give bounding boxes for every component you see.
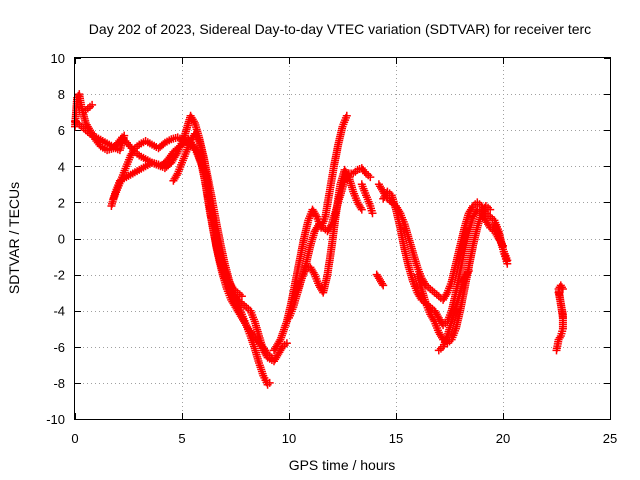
series-seg-g: [270, 111, 351, 355]
y-tick-label: -4: [53, 304, 65, 319]
data-point: [120, 131, 129, 140]
data-point: [172, 149, 181, 158]
data-point: [463, 268, 472, 277]
data-point: [442, 290, 451, 299]
series-seg-f: [169, 129, 246, 301]
data-point: [88, 100, 97, 109]
y-tick-label: 0: [58, 232, 65, 247]
data-point: [379, 281, 388, 290]
data-point: [486, 205, 495, 214]
series-seg-c: [81, 100, 97, 115]
y-tick-label: 8: [58, 87, 65, 102]
y-tick-label: 10: [51, 51, 65, 66]
y-tick-label: -2: [53, 268, 65, 283]
x-tick-label: 0: [71, 431, 78, 446]
y-tick-label: -8: [53, 376, 65, 391]
series-seg-b: [71, 117, 129, 155]
data-point: [357, 205, 366, 214]
data-points: [71, 90, 567, 389]
data-point: [366, 173, 375, 182]
data-point: [503, 259, 512, 268]
data-point: [360, 167, 369, 176]
y-tick-label: -6: [53, 340, 65, 355]
y-tick-label: -10: [46, 412, 65, 427]
grid: [75, 58, 610, 419]
data-point: [368, 209, 377, 218]
series-seg-h: [285, 165, 366, 322]
data-point: [342, 111, 351, 120]
y-axis-label: SDTVAR / TECUs: [6, 182, 22, 294]
series-seg-i: [293, 164, 375, 293]
x-tick-label: 15: [389, 431, 403, 446]
y-tick-label: 6: [58, 123, 65, 138]
data-point: [309, 268, 318, 277]
data-point: [464, 267, 473, 275]
data-point: [378, 279, 387, 288]
chart-title: Day 202 of 2023, Sidereal Day-to-day VTE…: [89, 21, 591, 37]
data-point: [265, 378, 274, 387]
series-seg-o: [434, 267, 473, 355]
data-point: [275, 337, 284, 346]
data-point: [557, 283, 566, 292]
data-point: [558, 313, 567, 322]
data-point: [311, 211, 320, 219]
data-point: [429, 315, 438, 324]
data-point: [356, 203, 365, 212]
data-point: [189, 117, 198, 126]
series-seg-k: [372, 270, 388, 290]
data-point: [326, 221, 335, 230]
y-tick-label: 4: [58, 159, 65, 174]
data-point: [282, 339, 291, 348]
x-tick-label: 10: [282, 431, 296, 446]
data-point: [194, 135, 203, 144]
data-point: [237, 292, 246, 301]
series-seg-r: [554, 288, 567, 322]
x-tick-label: 25: [603, 431, 617, 446]
series-seg-p: [490, 220, 512, 268]
y-tick-label: 2: [58, 195, 65, 210]
plot-frame: [74, 57, 611, 420]
data-point: [172, 171, 181, 180]
x-tick-label: 20: [496, 431, 510, 446]
data-point: [555, 333, 564, 342]
x-tick-label: 5: [178, 431, 185, 446]
series-seg-j: [357, 180, 377, 218]
data-point: [558, 285, 567, 293]
x-axis-label: GPS time / hours: [289, 457, 396, 473]
